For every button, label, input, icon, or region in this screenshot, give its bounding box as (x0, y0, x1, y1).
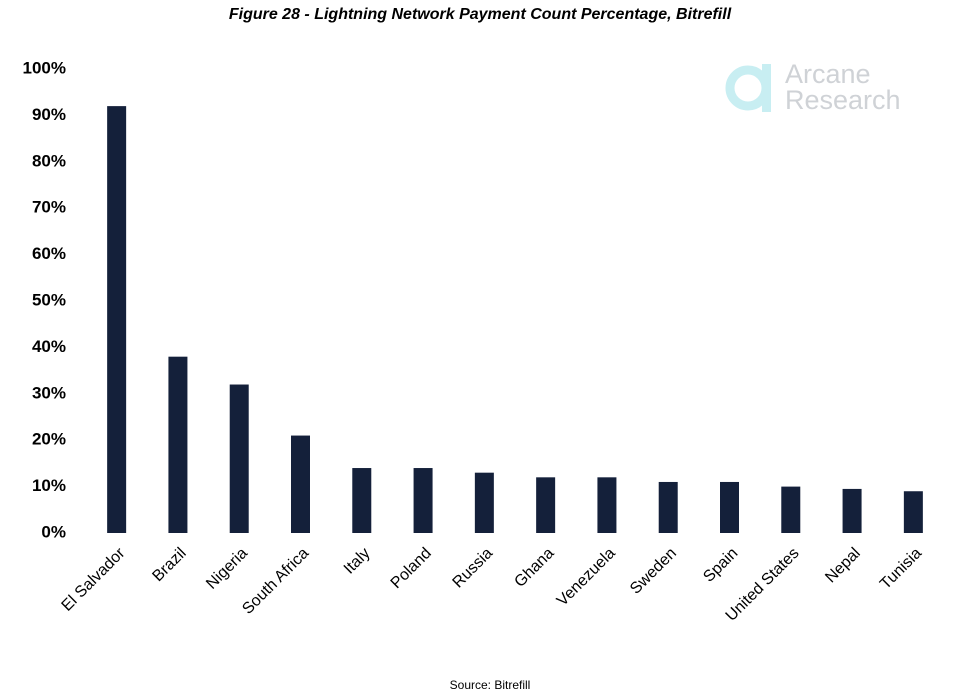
y-tick-label: 70% (32, 198, 66, 217)
y-tick-label: 40% (32, 337, 66, 356)
logo-text: Arcane (785, 59, 871, 89)
y-tick-label: 20% (32, 430, 66, 449)
y-tick-label: 60% (32, 244, 66, 263)
logo: Arcane Research (725, 59, 901, 115)
chart-title: Figure 28 - Lightning Network Payment Co… (229, 6, 732, 23)
y-tick-label: 10% (32, 476, 66, 495)
bar (168, 356, 188, 533)
x-tick-label: Italy (341, 545, 374, 578)
y-tick-label: 50% (32, 290, 66, 309)
y-tick-label: 100% (23, 58, 66, 77)
y-tick-label: 0% (41, 522, 66, 541)
x-tick-label: Sweden (627, 545, 680, 598)
bar (781, 486, 801, 533)
bar (536, 477, 556, 533)
bar (720, 481, 739, 533)
x-tick-label: Nepal (822, 545, 864, 587)
x-tick-label: Brazil (149, 545, 189, 585)
x-tick-label: El Salvador (59, 544, 129, 614)
x-tick-label: Tunisia (877, 545, 925, 593)
bar (842, 488, 862, 533)
x-tick-label: South Africa (239, 545, 312, 618)
y-tick-label: 30% (32, 383, 66, 402)
bar (658, 481, 678, 533)
bar (903, 491, 923, 533)
x-tick-label: Poland (388, 545, 435, 592)
x-tick-label: Venezuela (554, 545, 619, 610)
logo-text: Research (785, 85, 901, 115)
bar (597, 477, 617, 533)
x-tick-label: Spain (700, 545, 741, 586)
bar (352, 468, 372, 533)
logo-icon (725, 65, 771, 111)
x-tick-label: Nigeria (203, 545, 251, 593)
bar (229, 384, 249, 533)
logo-icon-bar (762, 64, 771, 112)
bar (107, 106, 127, 534)
x-tick-label: Russia (450, 545, 497, 592)
bar (474, 472, 494, 533)
x-tick-label: Ghana (511, 545, 557, 591)
source-note: Source: Bitrefill (450, 678, 531, 692)
bar (413, 468, 433, 533)
y-tick-label: 90% (32, 105, 66, 124)
bar (291, 435, 310, 533)
y-tick-label: 80% (32, 151, 66, 170)
